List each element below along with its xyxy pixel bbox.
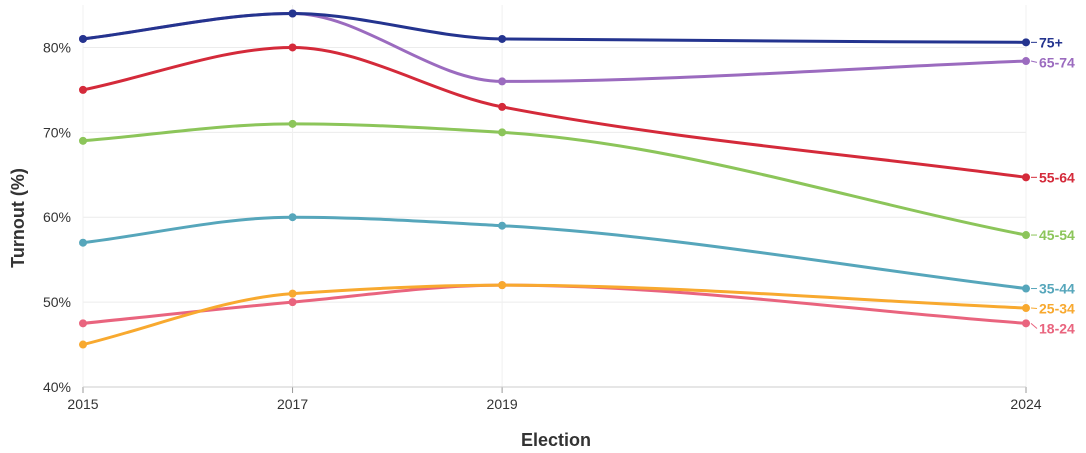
data-point-35-44-2024 (1022, 284, 1030, 293)
data-point-65-74-2019 (498, 77, 507, 86)
y-tick-label: 60% (43, 209, 71, 225)
series-label-55-64: 55-64 (1039, 169, 1075, 185)
y-tick-label: 80% (43, 39, 71, 55)
series-line-35-44 (81, 215, 1028, 291)
x-axis-title: Election (521, 430, 591, 450)
data-point-65-74-2024 (1022, 57, 1030, 66)
y-axis-title: Turnout (%) (8, 168, 28, 268)
data-point-55-64-2024 (1022, 173, 1030, 182)
label-connector-65-74 (1030, 60, 1038, 63)
data-point-75plus-2024 (1022, 38, 1030, 47)
x-tick-label: 2019 (487, 396, 518, 412)
series-label-25-34: 25-34 (1039, 301, 1075, 317)
x-tick-label: 2024 (1010, 396, 1041, 412)
series-end-labels: 75+ 65-74 55-64 45-54 35-44 25-34 18-24 (1030, 34, 1075, 337)
data-point-25-34-2019 (498, 281, 507, 290)
series-line-25-34 (81, 283, 1028, 347)
x-tick-label: 2015 (67, 396, 98, 412)
data-point-55-64-2017 (288, 43, 297, 52)
data-point-55-64-2015 (79, 85, 87, 94)
data-point-45-54-2015 (79, 136, 87, 145)
data-point-35-44-2015 (79, 238, 87, 247)
data-point-55-64-2019 (498, 102, 507, 111)
series-line-45-54 (81, 122, 1028, 237)
data-point-25-34-2017 (288, 289, 297, 298)
data-point-18-24-2024 (1022, 319, 1030, 328)
data-point-25-34-2015 (79, 340, 87, 349)
data-point-18-24-2017 (288, 298, 297, 307)
series-35-44 (79, 213, 1030, 293)
y-axis-ticks: 40% 50% 60% 70% 80% (43, 39, 71, 395)
data-point-25-34-2024 (1022, 304, 1030, 313)
series-line-55-64 (81, 45, 1028, 179)
data-point-18-24-2015 (79, 319, 87, 328)
data-point-75plus-2015 (79, 34, 87, 43)
label-connector-18-24 (1030, 322, 1038, 329)
series-75plus (79, 9, 1030, 47)
series-label-18-24: 18-24 (1039, 321, 1075, 337)
series-label-65-74: 65-74 (1039, 54, 1075, 70)
data-point-75plus-2017 (288, 9, 297, 18)
series-45-54 (79, 119, 1030, 240)
x-axis-ticks: 2015 2017 2019 2024 (67, 387, 1042, 412)
grid-lines (82, 5, 1027, 388)
data-point-45-54-2017 (288, 119, 297, 128)
data-point-75plus-2019 (498, 34, 507, 43)
series-55-64 (79, 43, 1030, 182)
data-point-45-54-2019 (498, 128, 507, 137)
y-tick-label: 50% (43, 294, 71, 310)
y-tick-label: 40% (43, 379, 71, 395)
series-lines (79, 9, 1030, 349)
data-point-35-44-2019 (498, 221, 507, 230)
series-label-35-44: 35-44 (1039, 281, 1075, 297)
series-label-45-54: 45-54 (1039, 227, 1075, 243)
y-tick-label: 70% (43, 124, 71, 140)
data-point-35-44-2017 (288, 213, 297, 222)
data-point-45-54-2024 (1022, 231, 1030, 240)
series-25-34 (79, 281, 1030, 349)
series-line-75plus (81, 11, 1028, 44)
series-label-75plus: 75+ (1039, 34, 1063, 50)
x-tick-label: 2017 (277, 396, 308, 412)
